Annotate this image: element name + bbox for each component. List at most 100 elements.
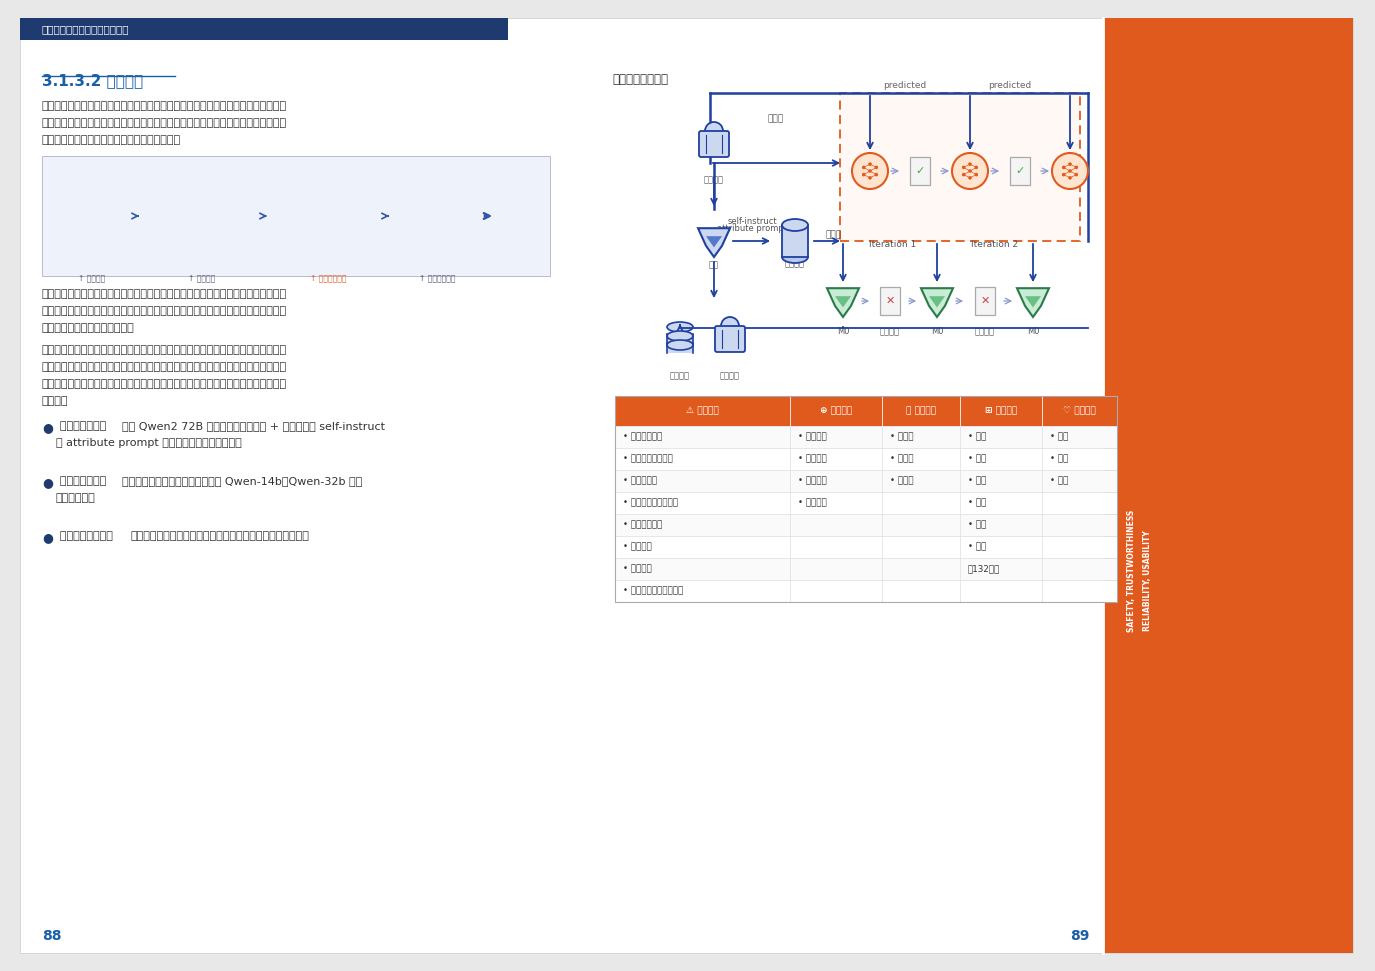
Bar <box>615 514 791 536</box>
Text: • 编程: • 编程 <box>968 477 986 486</box>
Bar <box>960 448 1042 470</box>
Text: 初始化: 初始化 <box>826 230 842 240</box>
Bar <box>1042 492 1116 514</box>
Text: • 中性: • 中性 <box>1050 454 1068 463</box>
Circle shape <box>962 173 965 177</box>
Text: 寸的大模型。: 寸的大模型。 <box>56 493 96 503</box>
Text: ✕: ✕ <box>980 296 990 306</box>
FancyBboxPatch shape <box>1011 157 1030 185</box>
Circle shape <box>1068 176 1071 180</box>
Ellipse shape <box>782 251 808 263</box>
Bar <box>615 470 791 492</box>
Bar <box>270 161 385 271</box>
Bar <box>960 514 1042 536</box>
Text: ✓: ✓ <box>916 166 924 176</box>
Text: 容理解能力，通过生成对应的法官模型需要的训练数据，从而快速构建用于宪法防控: 容理解能力，通过生成对应的法官模型需要的训练数据，从而快速构建用于宪法防控 <box>43 362 287 372</box>
Text: • 歧视性内容: • 歧视性内容 <box>623 477 657 486</box>
Bar <box>881 426 960 448</box>
Polygon shape <box>835 296 851 308</box>
Text: 意图、风险类型、风险等级，通过标签化的组合防控进行风险研判，匹配对应的宪法: 意图、风险类型、风险等级，通过标签化的组合防控进行风险研判，匹配对应的宪法 <box>43 306 287 316</box>
Bar <box>881 492 960 514</box>
Text: ⊞ 通用主题: ⊞ 通用主题 <box>984 407 1018 416</box>
Text: Iteration 1: Iteration 1 <box>869 240 917 249</box>
Text: 生成数据: 生成数据 <box>785 259 804 268</box>
Text: 3.1.3.2 阿里实践: 3.1.3.2 阿里实践 <box>43 73 143 88</box>
Ellipse shape <box>667 322 693 332</box>
Text: • 两性: • 两性 <box>968 520 986 529</box>
Bar <box>615 492 791 514</box>
Bar <box>881 470 960 492</box>
Bar <box>1042 514 1116 536</box>
Bar <box>791 492 881 514</box>
Bar <box>392 161 483 271</box>
Bar <box>960 470 1042 492</box>
Bar <box>960 536 1042 558</box>
Circle shape <box>1074 166 1078 169</box>
Circle shape <box>975 166 978 169</box>
Text: 基于 Qwen2 72B 模型，通过风险主题 + 定义，利用 self-instruct: 基于 Qwen2 72B 模型，通过风险主题 + 定义，利用 self-inst… <box>122 421 385 431</box>
Text: ✕: ✕ <box>886 296 895 306</box>
Text: 风险定义: 风险定义 <box>670 371 690 380</box>
Bar <box>782 225 808 257</box>
Text: ⚠ 风险主题: ⚠ 风险主题 <box>686 407 719 416</box>
Circle shape <box>868 169 872 173</box>
Text: 小模型蒸馏训练：: 小模型蒸馏训练： <box>56 531 113 541</box>
Circle shape <box>951 153 989 189</box>
Bar <box>791 426 881 448</box>
Polygon shape <box>930 296 945 308</box>
Circle shape <box>862 166 865 169</box>
Text: 基于万级别的训练数据，全参微调 Qwen-14b、Qwen-32b 等尺: 基于万级别的训练数据，全参微调 Qwen-14b、Qwen-32b 等尺 <box>122 476 363 486</box>
Text: 真实请求: 真实请求 <box>704 175 725 184</box>
Text: 型（法官模型）。: 型（法官模型）。 <box>612 73 668 86</box>
Text: M0: M0 <box>837 327 850 336</box>
Text: • 侵害他人个人信息权益: • 侵害他人个人信息权益 <box>623 586 683 595</box>
Bar <box>791 558 881 580</box>
Bar <box>49 161 135 271</box>
Text: 等132分类: 等132分类 <box>968 564 1001 574</box>
Text: 拒绝采样: 拒绝采样 <box>975 327 996 336</box>
Bar <box>960 558 1042 580</box>
Circle shape <box>1062 166 1066 169</box>
Bar <box>791 396 881 426</box>
Text: • 历史: • 历史 <box>968 498 986 508</box>
Text: 基模: 基模 <box>710 260 719 269</box>
Circle shape <box>968 162 972 166</box>
Text: • 教育: • 教育 <box>968 432 986 442</box>
Text: 骤如下：: 骤如下： <box>43 396 69 406</box>
Bar <box>1042 470 1116 492</box>
Bar <box>1042 448 1116 470</box>
Bar <box>615 580 791 602</box>
Polygon shape <box>705 236 722 248</box>
Text: 种子数据生产：: 种子数据生产： <box>56 421 106 431</box>
Bar <box>21 18 507 40</box>
Text: • 宣扬暴力、淫秽色情: • 宣扬暴力、淫秽色情 <box>623 498 678 508</box>
Bar <box>615 396 1116 602</box>
Text: 利用上一步微调好的大模型打标百万级别数据来蒸馏训练小模: 利用上一步微调好的大模型打标百万级别数据来蒸馏训练小模 <box>131 531 309 541</box>
Circle shape <box>1074 173 1078 177</box>
Text: ♡ 情感分类: ♡ 情感分类 <box>1063 407 1096 416</box>
Text: • 危害他人身心健康: • 危害他人身心健康 <box>623 454 672 463</box>
Text: 宪法式防控包含两大部分，第一部分是法官模型，用于对用户问询的风险主题、风险: 宪法式防控包含两大部分，第一部分是法官模型，用于对用户问询的风险主题、风险 <box>43 289 287 299</box>
Ellipse shape <box>667 340 693 350</box>
Circle shape <box>874 173 879 177</box>
FancyBboxPatch shape <box>715 326 745 352</box>
Circle shape <box>1068 169 1071 173</box>
Text: • 其他问询: • 其他问询 <box>798 498 826 508</box>
Bar <box>881 580 960 602</box>
Text: 生成模型构建：: 生成模型构建： <box>56 476 106 486</box>
FancyBboxPatch shape <box>698 131 729 157</box>
Bar <box>791 470 881 492</box>
Bar <box>881 396 960 426</box>
Text: 基于此，我们也将宪法式防控运用到外层护栏中，利用大模型的指令遵循和自然语言: 基于此，我们也将宪法式防控运用到外层护栏中，利用大模型的指令遵循和自然语言 <box>43 101 287 111</box>
Bar <box>960 492 1042 514</box>
Text: ●: ● <box>43 421 52 434</box>
Text: 准则指导业务模型的回复生成。: 准则指导业务模型的回复生成。 <box>43 323 135 333</box>
Polygon shape <box>921 288 953 317</box>
Text: Iteration 2: Iteration 2 <box>971 240 1019 249</box>
Circle shape <box>962 166 965 169</box>
Text: M0: M0 <box>931 327 943 336</box>
Bar <box>615 396 791 426</box>
Circle shape <box>852 153 888 189</box>
Bar <box>960 426 1042 448</box>
Text: 大模型技术发展及治理实践报告: 大模型技术发展及治理实践报告 <box>43 24 129 34</box>
